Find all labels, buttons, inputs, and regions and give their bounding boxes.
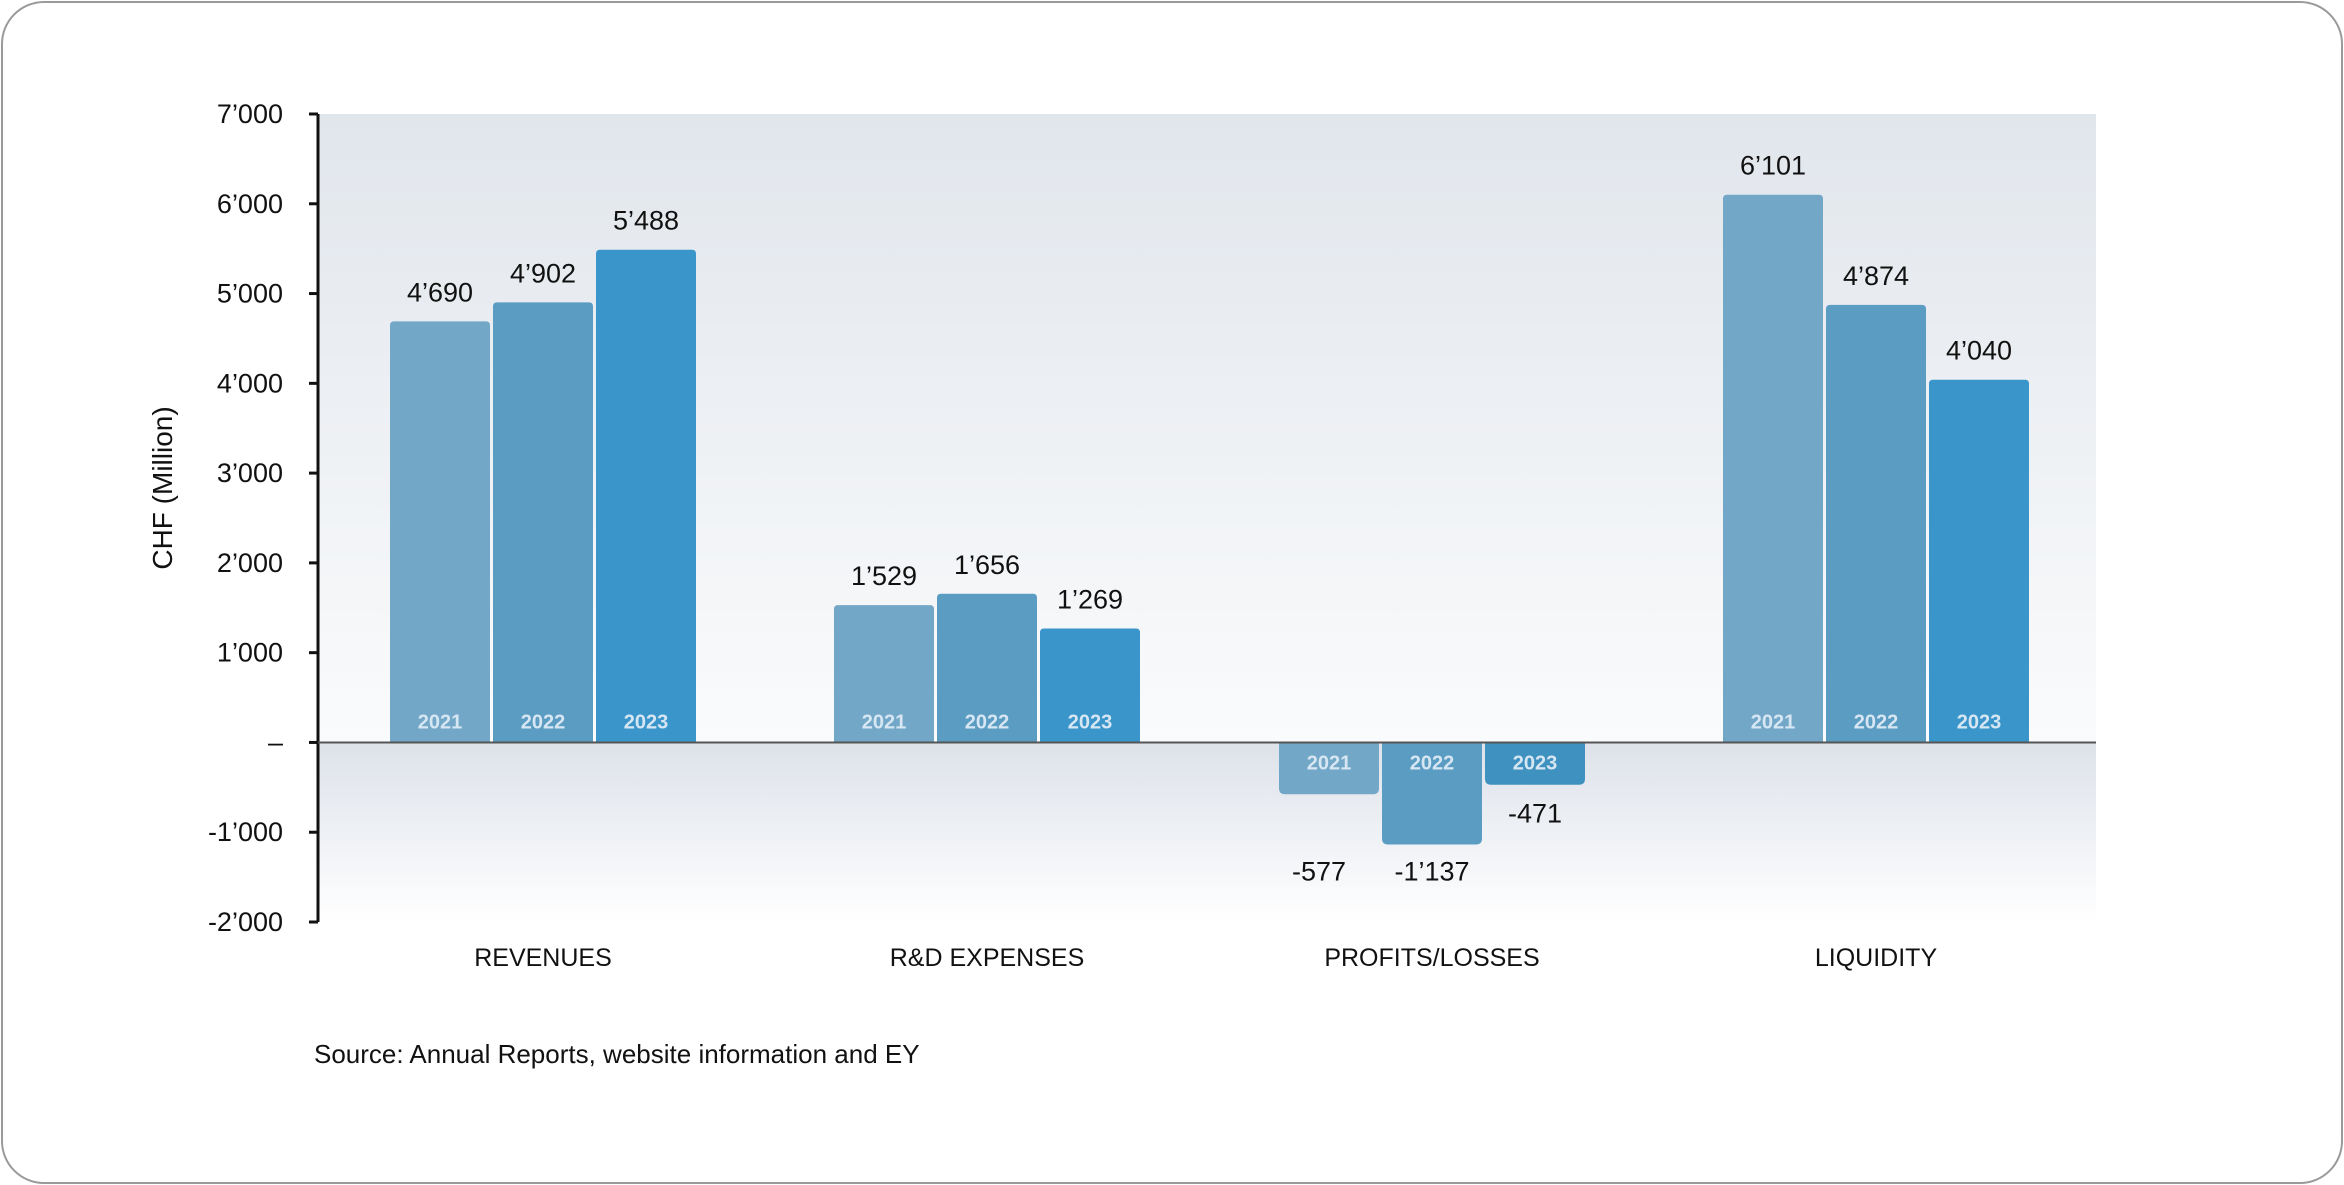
bar-year-label: 2021: [1307, 752, 1352, 774]
bar-year-label: 2022: [1854, 711, 1899, 733]
bar-profits-losses-2021: [1279, 742, 1379, 795]
bar-revenues-2021: [390, 321, 490, 743]
data-label: 4’874: [1843, 261, 1909, 291]
bar-r-d-expenses-2023: [1040, 628, 1140, 743]
data-label: 1’529: [851, 561, 917, 591]
y-tick-label: 5’000: [217, 279, 283, 309]
plot-background-negative: [318, 742, 2096, 922]
source-note: Source: Annual Reports, website informat…: [314, 1039, 920, 1069]
bar-liquidity-2021: [1723, 194, 1823, 743]
y-tick-label: 1’000: [217, 638, 283, 668]
data-label: 1’656: [954, 550, 1020, 580]
y-tick-label: 6’000: [217, 189, 283, 219]
x-category-label: LIQUIDITY: [1815, 944, 1938, 972]
bar-liquidity-2022: [1826, 304, 1926, 743]
data-label: -577: [1292, 856, 1346, 886]
bar-year-label: 2023: [1957, 711, 2002, 733]
y-tick-label: 3’000: [217, 458, 283, 488]
bar-year-label: 2021: [1751, 711, 1796, 733]
bar-profits-losses-2022: [1382, 742, 1482, 845]
bar-year-label: 2023: [1513, 752, 1558, 774]
data-label: 6’101: [1740, 151, 1806, 181]
bar-year-label: 2021: [418, 711, 463, 733]
bar-revenues-2022: [493, 302, 593, 743]
y-tick-label: -2’000: [208, 907, 283, 937]
x-category-label: R&D EXPENSES: [890, 944, 1085, 972]
x-category-label: REVENUES: [474, 944, 612, 972]
bar-year-label: 2022: [521, 711, 566, 733]
data-label: 4’040: [1946, 336, 2012, 366]
data-label: 4’690: [407, 277, 473, 307]
x-category-label: PROFITS/LOSSES: [1324, 944, 1539, 972]
bar-profits-losses-2023: [1485, 742, 1585, 785]
y-tick-label: -1’000: [208, 817, 283, 847]
y-tick-label: –: [268, 727, 283, 757]
y-tick-label: 2’000: [217, 548, 283, 578]
y-tick-label: 7’000: [217, 99, 283, 129]
data-label: 4’902: [510, 258, 576, 288]
data-label: 1’269: [1057, 585, 1123, 615]
bar-liquidity-2023: [1929, 379, 2029, 743]
data-label: -1’137: [1394, 857, 1469, 887]
bar-year-label: 2022: [1410, 752, 1455, 774]
y-tick-label: 4’000: [217, 368, 283, 398]
bar-revenues-2023: [596, 249, 696, 743]
y-axis-label: CHF (Million): [147, 406, 178, 569]
bar-r-d-expenses-2021: [834, 605, 934, 743]
bar-year-label: 2022: [965, 711, 1010, 733]
bar-r-d-expenses-2022: [937, 593, 1037, 743]
bar-year-label: 2023: [1068, 711, 1113, 733]
bar-year-label: 2023: [624, 711, 669, 733]
bar-year-label: 2021: [862, 711, 907, 733]
data-label: 5’488: [613, 206, 679, 236]
data-label: -471: [1508, 798, 1562, 828]
